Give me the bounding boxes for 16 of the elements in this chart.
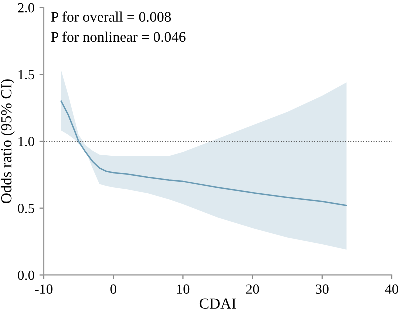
x-tick-label: 40 (385, 284, 398, 294)
x-tick-label: 30 (316, 284, 329, 294)
x-axis-title: CDAI (200, 298, 236, 309)
line-series (60, 100, 348, 206)
x-tick-label: -10 (35, 284, 53, 294)
x-tick-label: 10 (177, 284, 190, 294)
y-axis-title: Odds ratio (95% CI) (0, 80, 15, 204)
y-tick-label: 0.0 (18, 270, 34, 280)
y-tick-label: 0.5 (18, 204, 34, 214)
x-tick-label: 20 (246, 284, 260, 294)
y-tick-label: 1.0 (18, 137, 34, 147)
y-tick-label: 1.5 (18, 70, 34, 80)
y-tick-label: 2.0 (18, 3, 34, 13)
x-tick-label: 0 (110, 284, 117, 294)
annotation: P for overall = 0.008 (51, 12, 172, 22)
annotation: P for nonlinear = 0.046 (51, 32, 186, 42)
